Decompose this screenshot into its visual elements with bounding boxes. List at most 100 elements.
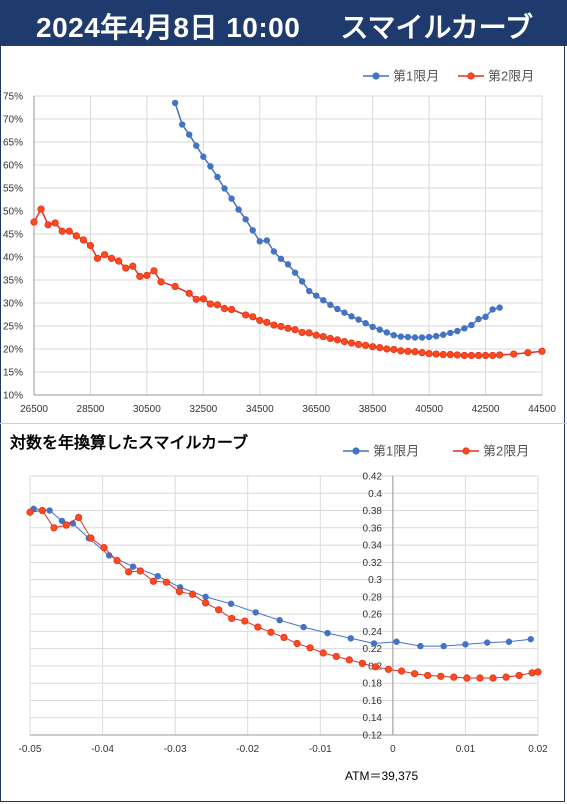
- data-point-series1: [256, 238, 263, 245]
- data-point-series1: [252, 609, 259, 616]
- data-point-series2: [326, 334, 334, 343]
- data-point-series1: [376, 326, 383, 333]
- data-point-series2: [30, 218, 38, 226]
- data-point-series2: [157, 278, 165, 286]
- y-tick-label: 0.28: [363, 592, 383, 603]
- data-point-series1: [404, 333, 412, 341]
- data-point-series1: [355, 316, 362, 323]
- data-point-series1: [397, 333, 405, 340]
- data-point-series2: [171, 282, 179, 291]
- data-point-series1: [482, 313, 489, 320]
- data-point-series2: [122, 264, 130, 272]
- data-point-series2: [149, 577, 157, 585]
- y-tick-label: 0.22: [363, 644, 383, 655]
- data-point-series2: [86, 241, 95, 250]
- y-tick-label: 60%: [3, 161, 23, 172]
- data-point-series1: [417, 642, 424, 650]
- data-point-series2: [476, 674, 484, 682]
- data-point-series2: [383, 345, 391, 353]
- y-tick-label: 75%: [3, 92, 23, 103]
- x-tick-label: -0.04: [91, 744, 114, 755]
- data-point-series1: [324, 629, 331, 637]
- data-point-series1: [263, 237, 271, 244]
- data-point-series2: [312, 331, 320, 339]
- header-banner: 2024年4月8日 10:00 スマイルカーブ: [0, 0, 567, 46]
- atm-annotation: ATM＝39,375: [345, 769, 419, 783]
- data-point-series2: [332, 652, 340, 661]
- data-point-series2: [37, 205, 45, 213]
- x-tick-label: 34500: [246, 404, 274, 415]
- data-point-series2: [115, 257, 123, 265]
- x-tick-label: 44500: [528, 404, 556, 415]
- data-point-series2: [100, 251, 109, 259]
- data-point-series2: [489, 674, 497, 682]
- data-point-series1: [475, 315, 482, 323]
- data-point-series2: [474, 351, 483, 360]
- data-point-series2: [376, 344, 384, 352]
- data-point-series2: [319, 332, 327, 341]
- legend-marker: [372, 72, 380, 80]
- data-point-series1: [313, 292, 320, 299]
- data-point-series2: [437, 672, 445, 680]
- data-point-series1: [249, 227, 256, 234]
- data-point-series1: [300, 623, 307, 631]
- data-point-series1: [341, 309, 348, 316]
- data-point-series1: [270, 248, 278, 255]
- data-point-series1: [370, 640, 378, 647]
- data-point-series2: [199, 295, 207, 303]
- data-point-series2: [496, 351, 504, 359]
- data-point-series1: [202, 593, 209, 601]
- data-point-series1: [178, 121, 186, 128]
- x-tick-label: 0.01: [456, 744, 476, 755]
- data-point-series2: [439, 350, 447, 359]
- x-tick-label: 26500: [20, 404, 48, 415]
- data-point-series2: [358, 659, 366, 667]
- data-point-series2: [371, 663, 380, 671]
- data-point-series2: [125, 568, 133, 576]
- data-point-series2: [136, 567, 144, 575]
- data-point-series2: [129, 262, 137, 270]
- data-point-series2: [206, 300, 214, 308]
- header-title: スマイルカーブ: [340, 12, 533, 43]
- y-tick-label: 40%: [3, 253, 23, 264]
- y-tick-label: 45%: [3, 230, 23, 241]
- data-point-series2: [241, 617, 249, 625]
- data-point-series2: [305, 329, 313, 337]
- data-point-series2: [38, 506, 46, 515]
- data-point-series2: [411, 670, 419, 678]
- y-tick-label: 0.12: [363, 731, 383, 742]
- data-point-series2: [136, 272, 144, 280]
- x-tick-label: -0.03: [164, 744, 187, 755]
- data-point-series1: [462, 641, 469, 648]
- y-tick-label: 50%: [3, 207, 23, 218]
- y-tick-label: 0.36: [363, 523, 383, 534]
- data-point-series2: [340, 338, 349, 346]
- data-point-series2: [411, 348, 419, 356]
- legend-label: 第2限月: [483, 444, 529, 459]
- y-tick-label: 10%: [3, 391, 23, 402]
- data-point-series1: [461, 325, 468, 332]
- data-point-series2: [277, 322, 285, 331]
- series-line-1: [33, 508, 531, 647]
- data-point-series2: [369, 343, 377, 351]
- data-point-series1: [527, 635, 534, 643]
- data-point-series1: [320, 297, 327, 304]
- data-point-series2: [26, 508, 34, 516]
- y-tick-label: 35%: [3, 276, 23, 287]
- data-point-series1: [362, 320, 369, 327]
- data-point-series1: [276, 616, 283, 624]
- data-point-series2: [263, 318, 271, 326]
- data-point-series1: [440, 642, 447, 650]
- data-point-series2: [515, 671, 523, 680]
- data-point-series2: [162, 578, 171, 586]
- data-point-series2: [113, 557, 121, 565]
- data-point-series1: [411, 334, 419, 341]
- x-tick-label: 0.02: [528, 744, 548, 755]
- x-tick-label: 30500: [133, 404, 161, 415]
- legend-marker: [352, 447, 360, 455]
- data-point-series2: [354, 340, 363, 348]
- data-point-series2: [242, 311, 250, 319]
- data-point-series2: [453, 351, 461, 359]
- data-point-series1: [484, 639, 491, 646]
